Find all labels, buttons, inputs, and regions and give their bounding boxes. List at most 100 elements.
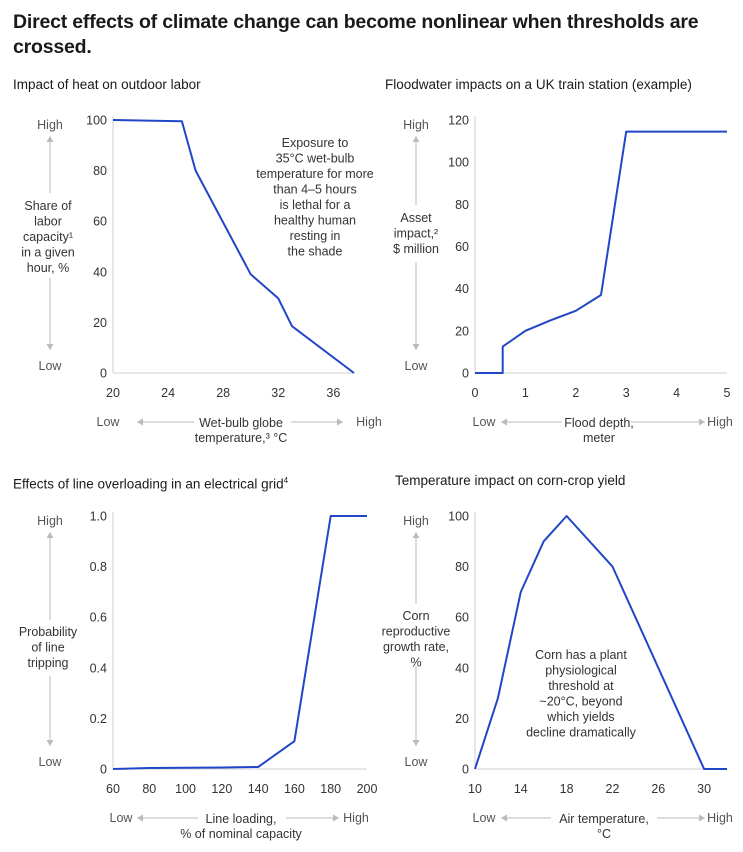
annotation-line: Corn has a plant: [535, 648, 627, 662]
x-low-label: Low: [473, 811, 497, 825]
x-tick-label: 18: [560, 782, 574, 796]
x-tick-label: 100: [175, 782, 196, 796]
y-low-label: Low: [39, 359, 63, 373]
page-title: Direct effects of climate change can bec…: [13, 11, 699, 58]
series-line: [112, 515, 367, 770]
right-arrow-icon: [333, 814, 339, 822]
x-tick-label: 4: [673, 386, 680, 400]
y-tick-label: 20: [455, 324, 469, 338]
annotation-line: which yields: [546, 710, 614, 724]
annotation-line: temperature for more: [256, 167, 373, 181]
y-tick-label: 80: [455, 560, 469, 574]
panel-title-text: Effects of line overloading in an electr…: [13, 476, 284, 492]
up-arrow-icon: [46, 136, 54, 142]
y-tick-label: 100: [448, 156, 469, 170]
x-tick-label: 200: [357, 782, 378, 796]
x-high-label: High: [707, 415, 733, 429]
panel-title-heat-labor: Impact of heat on outdoor labor: [13, 77, 201, 93]
x-tick-label: 26: [651, 782, 665, 796]
x-axis-label-line: Line loading,: [206, 812, 277, 826]
x-tick-label: 24: [161, 386, 175, 400]
annotation-line: threshold at: [548, 679, 614, 693]
y-tick-label: 0.8: [90, 560, 107, 574]
chart-heat-labor: 0 20 40 60 80 100 20 24 28 32 36 High Low Share of lab…: [21, 114, 382, 446]
y-tick-label: 0.4: [90, 661, 107, 675]
annotation-line: than 4–5 hours: [273, 183, 356, 197]
x-low-label: Low: [473, 415, 497, 429]
x-tick-label: 10: [468, 782, 482, 796]
x-tick-label: 32: [271, 386, 285, 400]
annotation-line: healthy human: [274, 214, 356, 228]
footnote-marker: 4: [283, 476, 289, 485]
y-tick-label: 60: [455, 240, 469, 254]
annotation-line: ~20°C, beyond: [539, 695, 622, 709]
x-tick-label: 30: [697, 782, 711, 796]
panel-title-corn-yield: Temperature impact on corn-crop yield: [395, 473, 625, 489]
left-arrow-icon: [137, 418, 143, 426]
x-high-label: High: [343, 811, 369, 825]
y-axis-label-line: capacity¹: [23, 230, 73, 244]
y-tick-label: 40: [455, 661, 469, 675]
y-axis-label-line: Corn: [402, 609, 429, 623]
x-tick-label: 36: [326, 386, 340, 400]
y-axis-label-line: labor: [34, 215, 62, 229]
y-axis-label-line: Probability: [19, 625, 78, 639]
up-arrow-icon: [412, 136, 420, 142]
y-axis-label-line: impact,²: [394, 227, 438, 241]
x-high-label: High: [707, 811, 733, 825]
y-tick-label: 20: [93, 316, 107, 330]
annotation-line: Exposure to: [282, 136, 349, 150]
x-tick-label: 140: [248, 782, 269, 796]
series-line: [112, 119, 355, 374]
annotation-line: is lethal for a: [280, 198, 351, 212]
up-arrow-icon: [412, 532, 420, 538]
y-axis-label-line: Asset: [400, 211, 432, 225]
x-tick-label: 2: [572, 386, 579, 400]
y-tick-label: 0: [462, 763, 469, 777]
up-arrow-icon: [46, 532, 54, 538]
right-arrow-icon: [699, 814, 705, 822]
y-tick-label: 1.0: [90, 510, 107, 524]
y-tick-label: 80: [93, 164, 107, 178]
chart-line-overloading: 0 0.2 0.4 0.6 0.8 1.0 60 80 100 120 140 160 180 200 Hi…: [19, 510, 378, 842]
x-tick-label: 180: [320, 782, 341, 796]
down-arrow-icon: [46, 344, 54, 350]
x-tick-label: 14: [514, 782, 528, 796]
annotation-line: physiological: [545, 664, 617, 678]
x-tick-label: 60: [106, 782, 120, 796]
x-axis-label-line: Air temperature,: [559, 812, 649, 826]
y-tick-label: 120: [448, 114, 469, 128]
y-tick-label: 60: [455, 611, 469, 625]
annotation-line: the shade: [288, 245, 343, 259]
y-tick-label: 40: [455, 282, 469, 296]
annotation-line: resting in: [290, 229, 341, 243]
left-arrow-icon: [137, 814, 143, 822]
y-tick-label: 60: [93, 215, 107, 229]
panel-title-text: Impact of heat on outdoor labor: [13, 77, 201, 92]
y-axis-label-line: of line: [31, 641, 64, 655]
x-tick-label: 80: [142, 782, 156, 796]
y-tick-label: 0: [100, 367, 107, 381]
y-axis-label-line: $ million: [393, 242, 439, 256]
left-arrow-icon: [501, 418, 507, 426]
down-arrow-icon: [412, 344, 420, 350]
x-tick-label: 22: [606, 782, 620, 796]
y-axis-label-line: reproductive: [382, 625, 451, 639]
y-axis-label-line: growth rate,: [383, 640, 449, 654]
annotation-line: decline dramatically: [526, 726, 637, 740]
chart-floodwater: 0 20 40 60 80 100 120 0 1 2 3 4 5 High Low Asset impact,…: [393, 114, 733, 446]
x-axis-label-line: % of nominal capacity: [180, 827, 302, 841]
right-arrow-icon: [337, 418, 343, 426]
y-tick-label: 100: [448, 510, 469, 524]
x-tick-label: 160: [284, 782, 305, 796]
annotation-line: 35°C wet-bulb: [276, 152, 355, 166]
down-arrow-icon: [46, 740, 54, 746]
y-tick-label: 20: [455, 712, 469, 726]
x-tick-label: 28: [216, 386, 230, 400]
panel-title-line-overloading: Effects of line overloading in an electr…: [13, 473, 288, 493]
y-high-label: High: [37, 514, 63, 528]
x-tick-label: 120: [211, 782, 232, 796]
series-line: [475, 130, 727, 374]
y-axis-label-line: %: [410, 656, 421, 670]
